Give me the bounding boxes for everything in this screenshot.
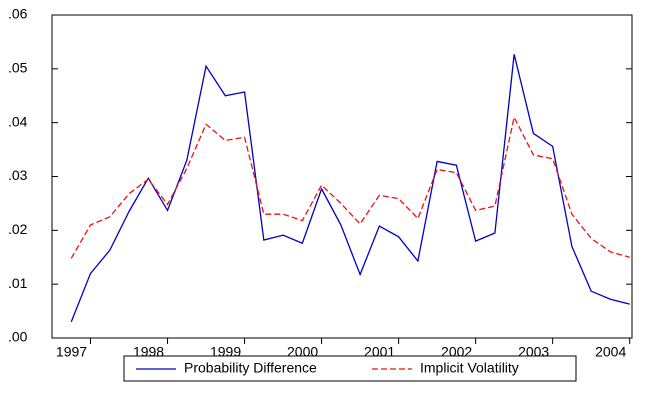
y-tick-label: .06: [8, 6, 28, 22]
x-tick-label: 1999: [210, 344, 241, 360]
x-tick-label: 1998: [133, 344, 164, 360]
x-tick-label: 2002: [441, 344, 472, 360]
x-tick-label: 2000: [287, 344, 318, 360]
y-tick-label: .01: [8, 275, 28, 291]
plot-frame: [51, 14, 633, 339]
y-tick-label: .00: [8, 329, 28, 345]
y-tick-label: .04: [8, 113, 28, 129]
x-tick-label: 1997: [56, 344, 87, 360]
x-tick-label: 2001: [364, 344, 395, 360]
legend-label: Probability Difference: [184, 360, 317, 376]
legend-label: Implicit Volatility: [420, 360, 519, 376]
x-tick-label: 2004: [595, 344, 626, 360]
legend-box: [123, 355, 577, 382]
x-tick-label: 2003: [518, 344, 549, 360]
series-line: [70, 115, 630, 259]
series-line: [70, 54, 630, 323]
y-tick-label: .02: [8, 221, 28, 237]
y-tick-label: .05: [8, 60, 28, 76]
y-tick-label: .03: [8, 167, 28, 183]
